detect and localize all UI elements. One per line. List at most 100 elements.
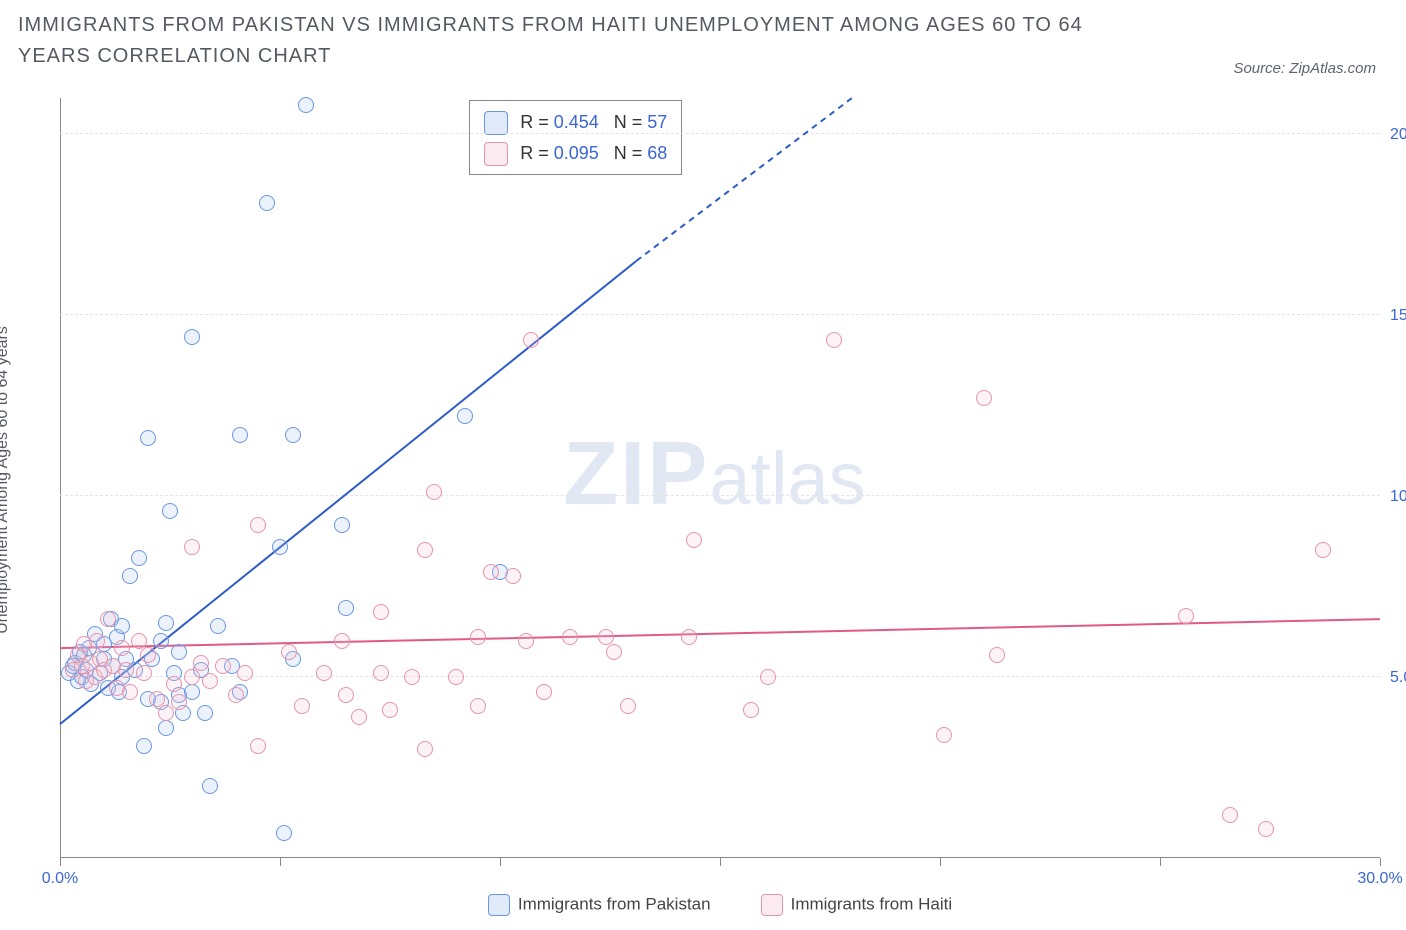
data-point bbox=[620, 698, 636, 714]
x-tick-mark bbox=[940, 858, 941, 866]
data-point bbox=[140, 430, 156, 446]
data-point bbox=[184, 684, 200, 700]
data-point bbox=[250, 738, 266, 754]
data-point bbox=[259, 195, 275, 211]
y-tick-label: 15.0% bbox=[1390, 307, 1406, 325]
bottom-legend: Immigrants from Pakistan Immigrants from … bbox=[60, 890, 1380, 920]
data-point bbox=[826, 332, 842, 348]
legend-swatch bbox=[488, 894, 510, 916]
data-point bbox=[316, 665, 332, 681]
data-point bbox=[760, 669, 776, 685]
data-point bbox=[197, 705, 213, 721]
data-point bbox=[166, 676, 182, 692]
data-point bbox=[1178, 608, 1194, 624]
data-point bbox=[1258, 821, 1274, 837]
data-point bbox=[373, 604, 389, 620]
data-point bbox=[136, 738, 152, 754]
source-label: Source: ZipAtlas.com bbox=[1233, 60, 1376, 77]
y-tick-label: 10.0% bbox=[1390, 488, 1406, 506]
chart-title: IMMIGRANTS FROM PAKISTAN VS IMMIGRANTS F… bbox=[18, 10, 1118, 72]
data-point bbox=[417, 542, 433, 558]
x-tick-mark bbox=[720, 858, 721, 866]
data-point bbox=[202, 778, 218, 794]
x-tick-mark bbox=[1160, 858, 1161, 866]
data-point bbox=[457, 408, 473, 424]
data-point bbox=[232, 427, 248, 443]
data-point bbox=[114, 640, 130, 656]
chart-plot-area: ZIPatlas R = 0.454 N = 57R = 0.095 N = 6… bbox=[60, 98, 1380, 858]
data-point bbox=[122, 568, 138, 584]
data-point bbox=[184, 539, 200, 555]
data-point bbox=[426, 484, 442, 500]
data-point bbox=[686, 532, 702, 548]
data-point bbox=[158, 615, 174, 631]
data-point bbox=[606, 644, 622, 660]
data-point bbox=[936, 727, 952, 743]
legend-item: Immigrants from Haiti bbox=[761, 894, 953, 916]
data-point bbox=[237, 665, 253, 681]
data-point bbox=[598, 629, 614, 645]
data-point bbox=[681, 629, 697, 645]
data-point bbox=[89, 633, 105, 649]
y-axis-label: Unemployment Among Ages 60 to 64 years bbox=[0, 326, 12, 634]
data-point bbox=[131, 633, 147, 649]
x-tick-mark bbox=[60, 858, 61, 866]
data-point bbox=[536, 684, 552, 700]
data-point bbox=[272, 539, 288, 555]
data-point bbox=[505, 568, 521, 584]
data-point bbox=[193, 655, 209, 671]
data-point bbox=[149, 691, 165, 707]
data-point bbox=[334, 633, 350, 649]
data-point bbox=[470, 629, 486, 645]
data-point bbox=[122, 684, 138, 700]
data-point bbox=[118, 662, 134, 678]
legend-swatch bbox=[761, 894, 783, 916]
data-point bbox=[136, 665, 152, 681]
data-point bbox=[228, 687, 244, 703]
x-tick-mark bbox=[500, 858, 501, 866]
data-point bbox=[100, 611, 116, 627]
data-point bbox=[518, 633, 534, 649]
data-point bbox=[382, 702, 398, 718]
data-point bbox=[184, 329, 200, 345]
data-point bbox=[338, 600, 354, 616]
x-tick-label: 30.0% bbox=[1357, 870, 1402, 888]
data-point bbox=[276, 825, 292, 841]
data-point bbox=[153, 633, 169, 649]
data-point bbox=[215, 658, 231, 674]
trend-line-dashed bbox=[636, 98, 852, 261]
x-tick-mark bbox=[280, 858, 281, 866]
data-point bbox=[184, 669, 200, 685]
data-point bbox=[989, 647, 1005, 663]
data-point bbox=[281, 644, 297, 660]
trend-line bbox=[60, 619, 1380, 648]
data-point bbox=[1315, 542, 1331, 558]
legend-item: Immigrants from Pakistan bbox=[488, 894, 711, 916]
data-point bbox=[140, 647, 156, 663]
y-tick-label: 5.0% bbox=[1390, 669, 1406, 687]
data-point bbox=[334, 517, 350, 533]
data-point bbox=[373, 665, 389, 681]
data-point bbox=[448, 669, 464, 685]
data-point bbox=[523, 332, 539, 348]
y-tick-label: 20.0% bbox=[1390, 126, 1406, 144]
data-point bbox=[171, 644, 187, 660]
data-point bbox=[1222, 807, 1238, 823]
data-point bbox=[158, 705, 174, 721]
data-point bbox=[250, 517, 266, 533]
data-point bbox=[294, 698, 310, 714]
data-point bbox=[470, 698, 486, 714]
data-point bbox=[976, 390, 992, 406]
x-tick-mark bbox=[1380, 858, 1381, 866]
data-point bbox=[743, 702, 759, 718]
data-point bbox=[158, 720, 174, 736]
data-point bbox=[483, 564, 499, 580]
data-point bbox=[131, 550, 147, 566]
data-point bbox=[202, 673, 218, 689]
data-point bbox=[285, 427, 301, 443]
data-point bbox=[162, 503, 178, 519]
data-point bbox=[404, 669, 420, 685]
data-point bbox=[171, 694, 187, 710]
legend-label: Immigrants from Haiti bbox=[791, 894, 953, 913]
data-point bbox=[338, 687, 354, 703]
